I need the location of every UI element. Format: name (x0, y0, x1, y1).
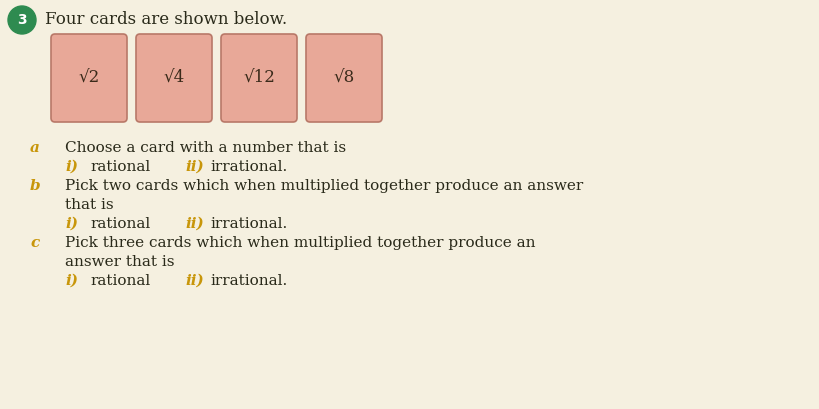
FancyBboxPatch shape (136, 34, 212, 122)
Text: 3: 3 (17, 13, 27, 27)
Text: answer that is: answer that is (65, 255, 174, 269)
Text: Pick two cards which when multiplied together produce an answer: Pick two cards which when multiplied tog… (65, 179, 582, 193)
Text: irrational.: irrational. (210, 274, 287, 288)
Text: rational: rational (90, 160, 150, 174)
Text: a: a (30, 141, 40, 155)
Text: √4: √4 (163, 70, 184, 86)
Text: √8: √8 (333, 70, 354, 86)
Text: Pick three cards which when multiplied together produce an: Pick three cards which when multiplied t… (65, 236, 535, 250)
Text: i): i) (65, 217, 78, 231)
Text: i): i) (65, 274, 78, 288)
FancyBboxPatch shape (305, 34, 382, 122)
Text: ii): ii) (185, 160, 203, 174)
Text: Four cards are shown below.: Four cards are shown below. (45, 11, 287, 29)
Text: irrational.: irrational. (210, 160, 287, 174)
Text: irrational.: irrational. (210, 217, 287, 231)
Circle shape (8, 6, 36, 34)
Text: Choose a card with a number that is: Choose a card with a number that is (65, 141, 346, 155)
Text: rational: rational (90, 274, 150, 288)
Text: ii): ii) (185, 274, 203, 288)
FancyBboxPatch shape (221, 34, 296, 122)
Text: c: c (30, 236, 39, 250)
Text: that is: that is (65, 198, 114, 212)
Text: rational: rational (90, 217, 150, 231)
FancyBboxPatch shape (51, 34, 127, 122)
Text: i): i) (65, 160, 78, 174)
Text: √2: √2 (79, 70, 99, 86)
Text: √12: √12 (242, 70, 274, 86)
Text: ii): ii) (185, 217, 203, 231)
Text: b: b (30, 179, 41, 193)
